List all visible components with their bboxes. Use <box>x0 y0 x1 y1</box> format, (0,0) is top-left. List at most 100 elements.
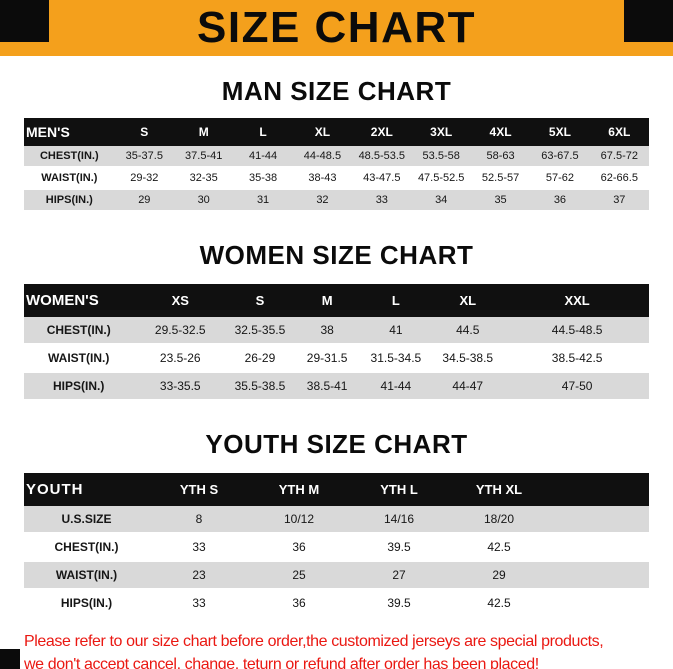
man-size-chart-heading: MAN SIZE CHART <box>221 76 452 106</box>
size-column-header: XXL <box>505 284 649 317</box>
size-value: 37 <box>613 194 626 206</box>
size-value: 44-47 <box>452 379 484 393</box>
size-value: 33 <box>192 596 206 610</box>
row-label: CHEST(IN.) <box>54 540 119 554</box>
row-label: WAIST(IN.) <box>55 568 118 582</box>
size-value: 39.5 <box>387 596 411 610</box>
row-label: CHEST(IN.) <box>46 323 111 337</box>
size-value: 41 <box>389 323 403 337</box>
filler-cell <box>549 473 649 506</box>
womens-table-header: WOMEN'S XS S M L XL XXL <box>24 284 649 317</box>
measurement-row: WAIST(IN.) 23.5-26 26-29 29-31.5 31.5-34.5 34… <box>24 344 649 372</box>
row-label: CHEST(IN.) <box>39 150 99 162</box>
youth-table-body: U.S.SIZE 8 10/12 14/16 18/20 CHEST(IN.) 33 36 39… <box>24 506 649 617</box>
size-column-header: YTH S <box>149 473 249 506</box>
size-value: 29.5-32.5 <box>154 323 206 337</box>
table-label: WOMEN'S <box>24 284 134 317</box>
footer-note: Please refer to our size chart before or… <box>24 630 673 669</box>
size-value: 43-47.5 <box>363 172 401 184</box>
corner-block-top-right <box>624 0 673 42</box>
size-value: 63-67.5 <box>541 150 579 162</box>
womens-table-body: CHEST(IN.) 29.5-32.5 32.5-35.5 38 41 44.5 44.5… <box>24 317 649 400</box>
size-column-header: 5XL <box>530 118 590 146</box>
size-column-header: 3XL <box>411 118 471 146</box>
size-value: 47.5-52.5 <box>417 172 465 184</box>
page-title: SIZE CHART <box>197 3 476 52</box>
youth-size-chart-heading: YOUTH SIZE CHART <box>205 429 468 459</box>
size-value: 23 <box>192 568 206 582</box>
size-column-header: L <box>361 284 431 317</box>
size-value: 8 <box>195 512 203 526</box>
size-value: 58-63 <box>486 150 515 162</box>
size-column-header: M <box>174 118 234 146</box>
size-value: 30 <box>197 194 210 206</box>
size-value: 36 <box>553 194 567 206</box>
size-value: 67.5-72 <box>600 150 638 162</box>
measurement-row: U.S.SIZE 8 10/12 14/16 18/20 <box>24 506 649 533</box>
size-value: 38 <box>320 323 334 337</box>
size-value: 29-32 <box>130 172 159 184</box>
size-value: 47-50 <box>561 379 593 393</box>
size-column-header: S <box>227 284 293 317</box>
mens-table-header: MEN'S S M L XL 2XL 3XL 4XL 5XL 6XL <box>24 118 649 146</box>
size-value: 23.5-26 <box>159 351 201 365</box>
size-value: 32-35 <box>189 172 218 184</box>
row-label: U.S.SIZE <box>61 512 112 526</box>
size-column-header: XL <box>430 284 506 317</box>
size-value: 48.5-53.5 <box>358 150 406 162</box>
size-value: 36 <box>292 540 306 554</box>
size-value: 38.5-41 <box>306 379 348 393</box>
size-value: 44.5-48.5 <box>551 323 603 337</box>
size-value: 42.5 <box>487 540 511 554</box>
size-value: 42.5 <box>487 596 511 610</box>
size-value: 52.5-57 <box>481 172 520 184</box>
table-label: MEN'S <box>24 118 115 146</box>
size-column-header: L <box>233 118 293 146</box>
size-column-header: 4XL <box>470 118 531 146</box>
filler-cell <box>549 589 649 617</box>
size-value: 34 <box>435 194 448 206</box>
measurement-row: WAIST(IN.) 23 25 27 29 <box>24 561 649 589</box>
measurement-row: HIPS(IN.) 33-35.5 35.5-38.5 38.5-41 41-44 44-… <box>24 372 649 400</box>
size-column-header: 2XL <box>352 118 412 146</box>
size-value: 39.5 <box>387 540 411 554</box>
size-value: 38-43 <box>308 172 337 184</box>
size-value: 41-44 <box>380 379 412 393</box>
size-column-header: M <box>292 284 362 317</box>
size-value: 38.5-42.5 <box>551 351 603 365</box>
size-value: 35-38 <box>248 172 278 184</box>
size-value: 36 <box>292 596 306 610</box>
size-value: 32.5-35.5 <box>234 323 286 337</box>
measurement-row: HIPS(IN.) 29 30 31 32 33 34 35 36 37 <box>24 189 649 211</box>
size-value: 57-62 <box>545 172 574 184</box>
size-value: 18/20 <box>483 512 515 526</box>
size-column-header: XL <box>292 118 353 146</box>
size-header-row: WOMEN'S XS S M L XL XXL <box>24 284 649 317</box>
measurement-row: CHEST(IN.) 33 36 39.5 42.5 <box>24 533 649 561</box>
size-value: 33 <box>375 194 388 206</box>
footer-line-1: Please refer to our size chart before or… <box>24 633 604 650</box>
table-label: YOUTH <box>24 473 149 506</box>
footer-line-2: we don't accept cancel, change, teturn o… <box>24 656 539 669</box>
mens-table-body: CHEST(IN.) 35-37.5 37.5-41 41-44 44-48.5 48.5… <box>24 146 649 211</box>
size-value: 35 <box>494 194 507 206</box>
corner-block-bottom-left <box>0 649 20 669</box>
size-value: 29-31.5 <box>306 351 348 365</box>
row-label: HIPS(IN.) <box>45 194 93 206</box>
size-value: 35.5-38.5 <box>234 379 286 393</box>
size-column-header: YTH L <box>349 473 449 506</box>
womens-size-table: WOMEN'S XS S M L XL XXL CHEST(IN.) 29.5-32.5 32.… <box>24 284 649 401</box>
size-column-header: YTH XL <box>449 473 549 506</box>
row-label: WAIST(IN.) <box>41 172 98 184</box>
size-value: 53.5-58 <box>422 150 460 162</box>
size-value: 10/12 <box>283 512 315 526</box>
row-label: HIPS(IN.) <box>53 379 105 393</box>
size-value: 33 <box>192 540 206 554</box>
size-value: 37.5-41 <box>185 150 223 162</box>
row-label: HIPS(IN.) <box>60 596 113 610</box>
size-value: 27 <box>392 568 406 582</box>
measurement-row: HIPS(IN.) 33 36 39.5 42.5 <box>24 589 649 617</box>
row-label: WAIST(IN.) <box>48 351 110 365</box>
size-value: 44.5 <box>456 323 480 337</box>
measurement-row: CHEST(IN.) 29.5-32.5 32.5-35.5 38 41 44.5 44.5… <box>24 317 649 344</box>
